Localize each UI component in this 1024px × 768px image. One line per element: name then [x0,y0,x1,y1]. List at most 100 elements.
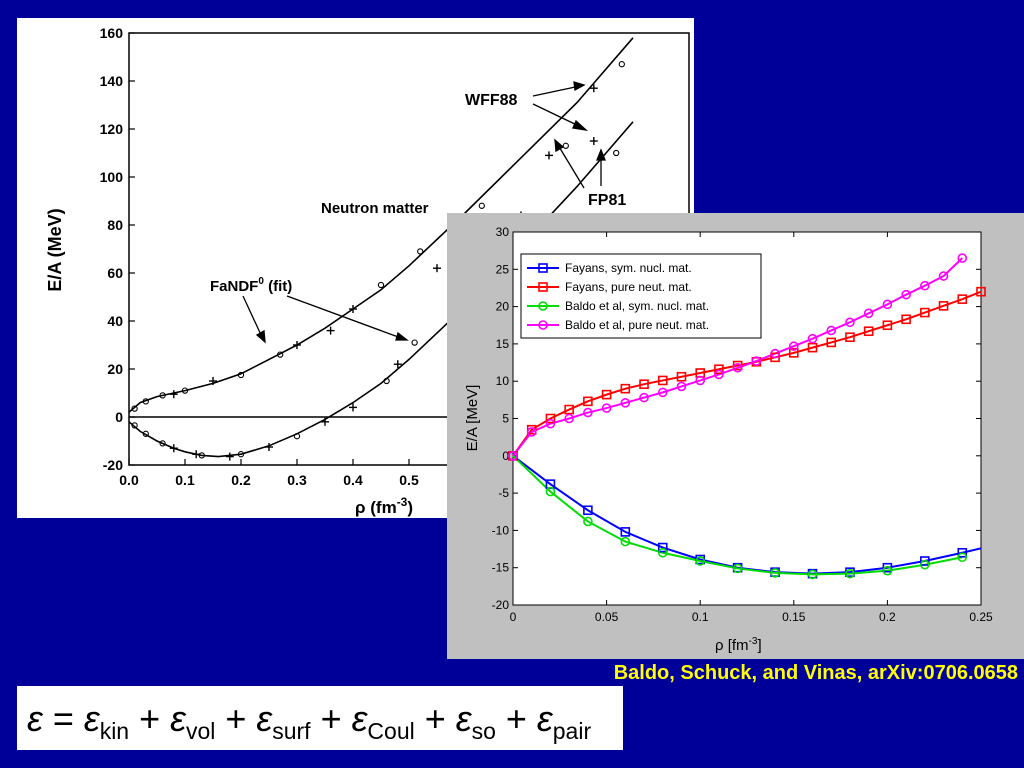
arrow-wff88-upper [532,85,581,97]
legend-entry-1: Fayans, sym. nucl. mat. [565,261,692,275]
formula-equals: = [43,698,84,739]
y-tick-label: 10 [496,374,510,388]
formula-term-subscript: vol [186,718,215,744]
data-point-square [639,379,649,389]
data-point-circle [417,248,424,255]
data-point-circle [957,552,968,563]
data-point-circle [545,486,556,497]
data-point-circle [620,398,631,408]
data-point-square [714,364,724,375]
data-point-square [601,389,612,400]
data-point-circle [807,569,818,580]
arrow-fandf-upper [242,295,263,338]
data-point-circle [882,299,893,310]
formula-lhs: ε [27,698,44,739]
formula-term-symbol: ε [84,698,101,739]
y-axis-label: E/A (MeV) [45,208,65,291]
data-point-square [583,505,593,516]
arrowhead-fandf-lower [395,331,409,341]
formula-term-subscript: Coul [367,718,414,744]
data-point-circle [293,433,301,440]
data-point-square [676,371,687,382]
y-axis-label: E/A [MeV] [464,385,481,452]
y-tick-label: 15 [496,337,510,351]
annotation-arrows [242,81,606,344]
data-point-circle [676,381,687,392]
x-tick-label: 0.0 [119,472,139,488]
data-point-circle [770,348,780,359]
data-point-circle [845,317,855,328]
data-point-circle [564,413,574,424]
y-tick-label: -20 [103,457,123,473]
data-point-square [770,352,780,363]
data-point-plus [169,390,178,399]
y-tick-label: 60 [107,265,123,281]
data-point-square [545,413,556,424]
annotation-wff88: WFF88 [465,92,518,109]
data-point-circle [508,451,518,461]
data-point-circle [938,271,949,281]
data-point-circle [732,563,743,574]
data-point-square [657,375,668,386]
formula-text: ε = εkin​ + εvol​ + εsurf​ + εCoul​ + εs… [27,698,591,744]
arrowhead-fandf-upper [255,329,266,344]
y-tick-label: -10 [492,523,510,537]
data-point-circle [751,356,762,366]
data-point-plus [293,341,301,349]
data-point-plus [589,137,598,145]
data-point-square [882,320,893,331]
formula-term-symbol: ε [537,698,554,739]
data-point-circle [277,351,284,358]
data-point-plus [433,264,441,273]
y-tick-label: 160 [100,25,124,41]
data-point-plus [393,360,402,369]
data-point-circle [601,403,612,413]
y-tick-label: -20 [492,598,510,612]
data-point-square [807,342,818,353]
arrowhead-wff88-lower [572,119,589,131]
x-axis-label-main: ρ (fm [355,498,397,517]
y-tick-label: -5 [498,486,509,500]
data-point-circle [618,61,625,68]
x-axis-label-main: ρ [fm [715,637,749,654]
y-tick-label: 40 [107,313,123,329]
data-point-square [901,314,911,325]
data-point-circle [377,281,385,289]
data-point-circle [770,568,780,578]
data-point-plus [545,151,553,160]
y-tick-label: 5 [502,412,509,426]
data-point-square [826,337,837,348]
data-point-circle [826,325,837,336]
data-point-plus [169,444,178,453]
y-tick-label: 120 [100,121,124,137]
x-tick-label: 0.15 [782,610,806,624]
annotation-fandf-end: (fit) [264,278,292,295]
data-point-circle [411,339,418,346]
data-point-circle [920,559,930,570]
x-tick-label: 0.25 [969,610,993,624]
arrowhead-fp81-up [596,148,606,161]
formula-plus: + [496,698,537,739]
data-point-square [564,404,574,415]
legend-box [520,253,762,339]
data-point-circle [639,392,649,403]
data-point-plus [349,403,357,412]
legend: Fayans, sym. nucl. mat. Fayans, pure neut… [520,253,762,339]
data-point-circle [957,253,968,263]
data-point-square [976,286,986,297]
data-point-plus [326,326,335,335]
data-point-circle [901,289,911,300]
x-tick-label: 0.2 [879,610,896,624]
legend-marker-square [538,263,548,273]
legend-marker-square [538,282,548,292]
data-point-circle [882,565,893,576]
x-axis-label-sup: -3 [749,636,758,647]
data-point-square [938,301,949,311]
data-point-circle [142,398,149,405]
y-tick-label: -15 [492,561,510,575]
data-point-plus [265,443,273,451]
data-point-circle [863,308,874,319]
x-axis-label: ρ [fm-3] [715,636,762,654]
y-tick-label: 25 [496,262,510,276]
x-axis-label-end: ] [757,637,761,654]
